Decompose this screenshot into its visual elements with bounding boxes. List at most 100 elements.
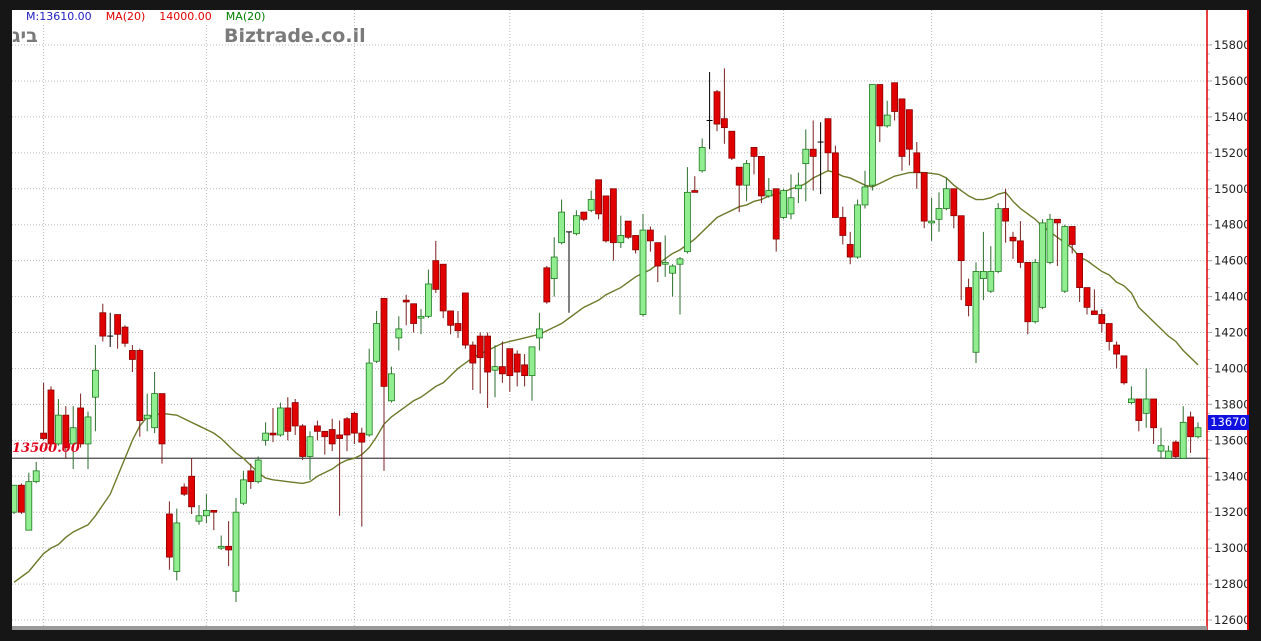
candle-down bbox=[624, 220, 632, 238]
candle-down bbox=[913, 152, 921, 173]
candle-down bbox=[721, 118, 728, 129]
logo-biztrade: Biztrade.co.il bbox=[224, 25, 366, 47]
candle-up bbox=[765, 190, 773, 197]
candle-down bbox=[62, 414, 70, 448]
candle-up bbox=[573, 215, 580, 235]
candlestick-chart: 12600 12800 13000 13200 13400 13600 13800 14000… bbox=[12, 10, 1249, 630]
candle-down bbox=[469, 344, 477, 364]
candle-down bbox=[439, 263, 447, 312]
candle-down bbox=[210, 509, 218, 513]
candle-up bbox=[1128, 398, 1135, 403]
candle-up bbox=[1194, 427, 1202, 438]
candle-down bbox=[380, 297, 388, 387]
candle-up bbox=[943, 188, 950, 209]
candle-down bbox=[758, 156, 765, 197]
candle-down bbox=[876, 84, 884, 127]
y-tick-label: 14000 bbox=[1214, 361, 1249, 375]
candle-down bbox=[846, 244, 854, 258]
candle-down bbox=[1187, 416, 1194, 438]
candle-down bbox=[965, 287, 972, 306]
y-tick-label: 13800 bbox=[1214, 397, 1249, 411]
candle-up bbox=[232, 511, 240, 592]
candle-down bbox=[484, 335, 492, 373]
chart-frame: M:13610.00 MA(20) 14000.00 MA(20) 12600 1280… bbox=[12, 10, 1249, 630]
candle-up bbox=[676, 258, 684, 265]
candle-down bbox=[891, 82, 898, 112]
candle-down bbox=[654, 242, 662, 267]
candle-up bbox=[1157, 445, 1165, 452]
candle-down bbox=[735, 166, 743, 186]
candle-down bbox=[1017, 240, 1024, 263]
y-tick-label: 13200 bbox=[1214, 505, 1249, 519]
candle-up bbox=[55, 414, 62, 445]
candle-down bbox=[1054, 218, 1061, 224]
candle-up bbox=[1039, 222, 1046, 308]
y-tick-label: 13400 bbox=[1214, 469, 1249, 483]
candle-down bbox=[498, 366, 506, 375]
candle-down bbox=[824, 118, 832, 154]
candle-up bbox=[491, 366, 499, 371]
candle-down bbox=[809, 148, 817, 157]
candle-down bbox=[906, 109, 913, 150]
candle-down bbox=[1150, 398, 1157, 429]
indicator-legend: M:13610.00 MA(20) 14000.00 MA(20) bbox=[26, 10, 280, 23]
candle-down bbox=[350, 412, 358, 434]
candle-up bbox=[669, 265, 676, 274]
candle-down bbox=[610, 188, 617, 244]
candle-up bbox=[395, 328, 403, 339]
candle-up bbox=[417, 315, 425, 319]
candle-down bbox=[476, 335, 484, 359]
candle-up bbox=[883, 114, 891, 127]
candle-up bbox=[32, 470, 40, 483]
candle-up bbox=[780, 190, 787, 218]
candle-up bbox=[262, 432, 270, 441]
candle-up bbox=[1142, 398, 1150, 414]
candle-up bbox=[1179, 421, 1187, 459]
y-tick-label: 13000 bbox=[1214, 541, 1249, 555]
legend-item: MA(20) bbox=[105, 10, 146, 23]
candle-down bbox=[77, 407, 84, 445]
candle-down bbox=[158, 393, 166, 445]
candle-up bbox=[151, 393, 159, 429]
candle-down bbox=[1068, 226, 1076, 245]
last-price-badge: 13670 bbox=[1208, 415, 1249, 430]
y-tick-label: 14400 bbox=[1214, 290, 1249, 304]
candle-down bbox=[632, 235, 639, 251]
candle-down bbox=[136, 350, 144, 421]
candle-down bbox=[1113, 344, 1120, 355]
candle-down bbox=[1009, 236, 1017, 242]
y-tick-label: 12600 bbox=[1214, 613, 1249, 627]
candle-down bbox=[1105, 323, 1113, 342]
y-tick-label: 15400 bbox=[1214, 110, 1249, 124]
candle-down bbox=[521, 364, 529, 377]
candle-up bbox=[143, 414, 151, 420]
candle-up bbox=[1165, 450, 1172, 459]
ma20-line bbox=[13, 170, 1199, 583]
candle-up bbox=[795, 184, 802, 190]
candle-up bbox=[195, 515, 203, 522]
candle-down bbox=[1083, 287, 1091, 308]
candle-up bbox=[239, 479, 247, 504]
y-tick-label: 15600 bbox=[1214, 74, 1249, 88]
candle-down bbox=[1098, 314, 1106, 324]
candle-down bbox=[1076, 253, 1083, 288]
candle-down bbox=[580, 211, 588, 220]
candle-up bbox=[365, 362, 373, 436]
candle-down bbox=[18, 484, 25, 513]
candle-up bbox=[528, 346, 536, 377]
candle-down bbox=[950, 188, 958, 217]
candle-up bbox=[373, 323, 381, 362]
candle-up bbox=[558, 211, 565, 244]
candle-up bbox=[639, 229, 647, 315]
candle-up bbox=[698, 147, 706, 172]
candle-down bbox=[291, 402, 299, 427]
candle-down bbox=[225, 545, 233, 551]
candle-down bbox=[713, 91, 721, 125]
candle-up bbox=[802, 148, 810, 164]
candle-down bbox=[269, 432, 277, 436]
candle-down bbox=[602, 195, 610, 242]
candle-up bbox=[92, 369, 99, 398]
candle-down bbox=[898, 98, 906, 157]
candle-down bbox=[99, 312, 107, 337]
candle-up bbox=[587, 199, 595, 211]
